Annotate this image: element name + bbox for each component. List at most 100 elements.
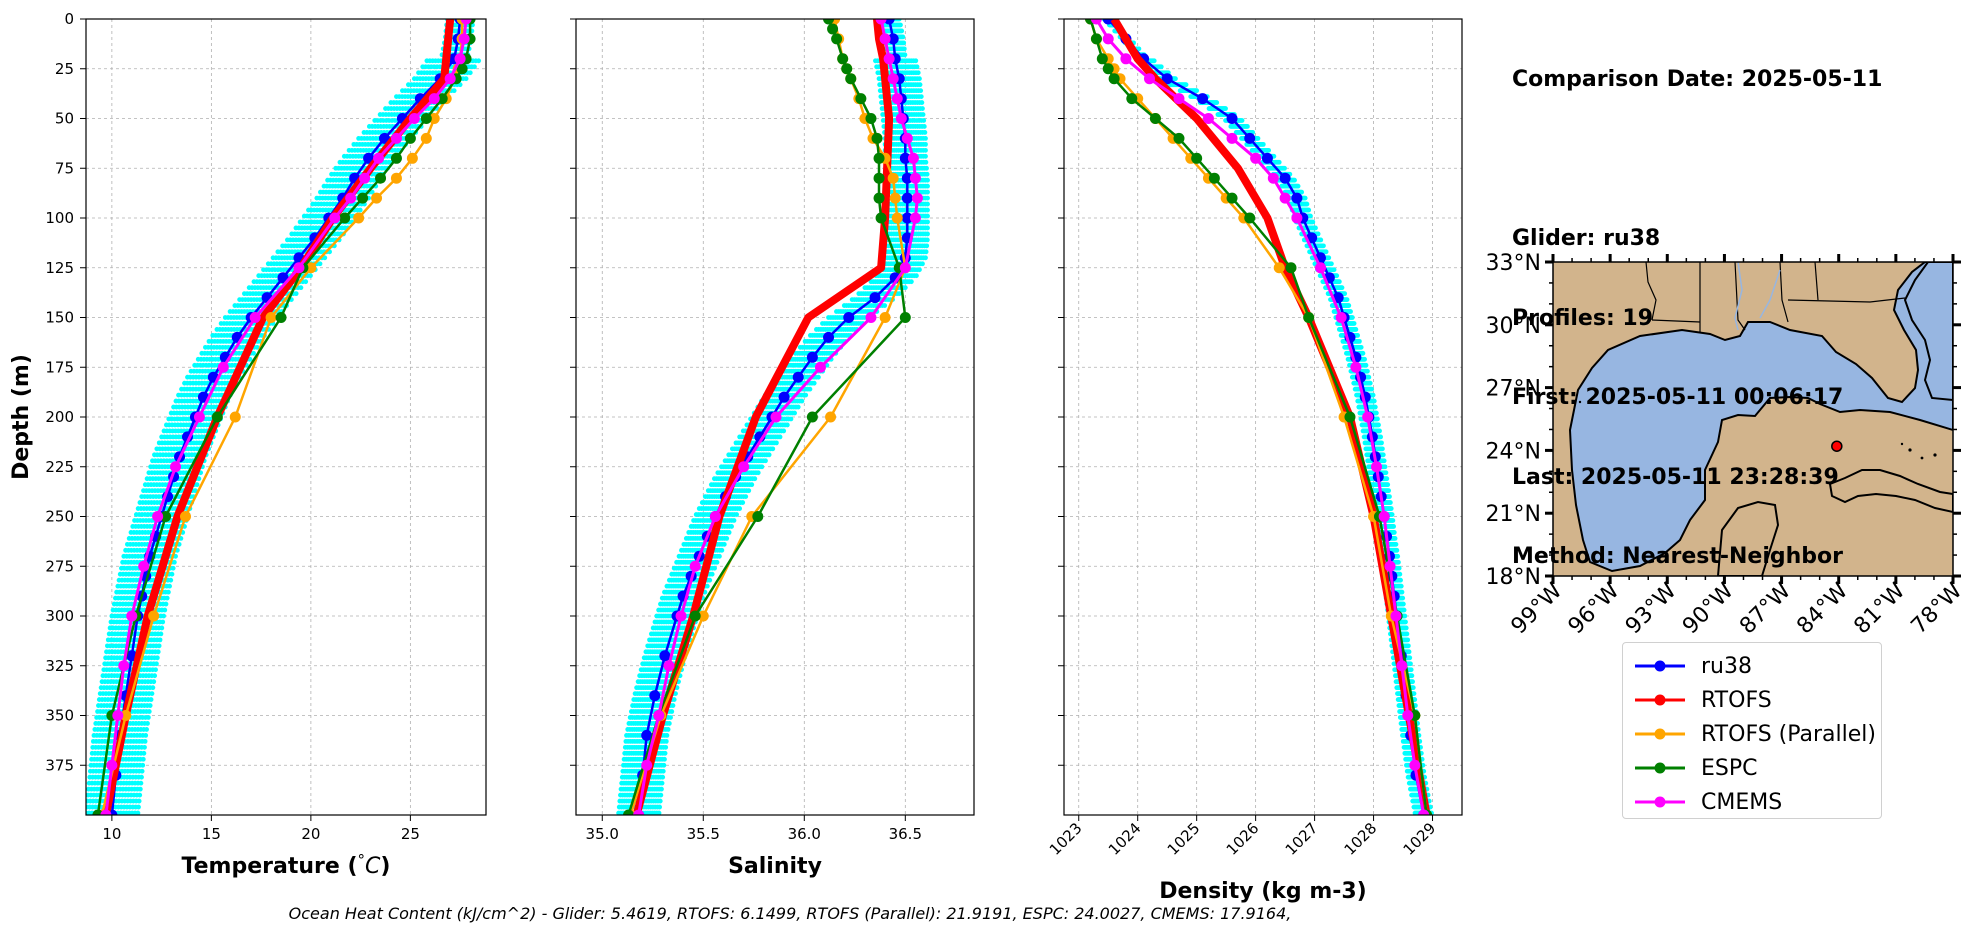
- glider-point: [917, 76, 922, 82]
- glider-point: [714, 559, 720, 565]
- glider-point: [724, 535, 730, 541]
- glider-point: [923, 249, 929, 255]
- glider-point: [922, 130, 928, 135]
- glider-point: [666, 721, 672, 726]
- glider-point: [719, 547, 725, 553]
- series-point: [460, 19, 472, 25]
- series-espc: [92, 19, 476, 815]
- y-tick-label: 175: [45, 358, 74, 376]
- glider-point: [293, 291, 299, 297]
- glider-point: [917, 267, 922, 273]
- series-point: [404, 132, 416, 144]
- glider-point: [709, 571, 715, 577]
- glider-point: [704, 583, 710, 589]
- glider-point: [457, 82, 463, 88]
- series-point: [390, 152, 402, 164]
- x-tick-label: 25: [401, 825, 420, 843]
- x-tick-label: 15: [202, 825, 221, 843]
- glider-point: [918, 88, 924, 94]
- glider-point: [923, 141, 928, 147]
- y-tick-label: 0: [64, 10, 74, 28]
- glider-point: [160, 619, 166, 625]
- glider-point: [924, 165, 929, 171]
- glider-point: [196, 476, 202, 482]
- glider-point: [142, 744, 147, 750]
- series-point: [152, 511, 164, 522]
- glider-point: [298, 285, 304, 291]
- glider-point: [161, 613, 167, 619]
- series-point: [444, 73, 456, 85]
- glider-point: [816, 374, 821, 380]
- glider-point: [717, 553, 722, 559]
- glider-point: [303, 279, 309, 285]
- glider-point: [924, 171, 930, 177]
- glider-point: [138, 780, 144, 786]
- glider-point: [743, 494, 749, 499]
- glider-point: [902, 285, 908, 291]
- series-point: [390, 172, 402, 184]
- series-point: [112, 710, 124, 721]
- glider-point: [168, 577, 174, 583]
- glider-point: [167, 583, 172, 589]
- glider-point: [194, 482, 200, 488]
- glider-point: [755, 470, 761, 476]
- series-point: [275, 312, 287, 323]
- series-point: [193, 411, 205, 423]
- y-axis-label: Depth (m): [9, 354, 34, 480]
- glider-point: [781, 428, 787, 434]
- glider-point: [923, 153, 928, 159]
- series-point: [211, 411, 223, 423]
- glider-point: [476, 58, 482, 64]
- glider-point: [137, 786, 143, 792]
- glider-point: [147, 703, 153, 708]
- glider-point: [925, 225, 930, 231]
- glider-point: [914, 273, 919, 279]
- glider-point: [925, 183, 930, 189]
- glider-point: [148, 697, 154, 702]
- glider-point: [763, 458, 768, 464]
- glider-point: [924, 243, 930, 249]
- glider-point: [917, 82, 923, 88]
- glider-point: [665, 727, 671, 732]
- glider-point: [149, 691, 155, 697]
- glider-point: [740, 500, 746, 505]
- y-tick-label: 50: [55, 110, 74, 128]
- series-point: [249, 312, 261, 323]
- glider-point: [752, 476, 758, 482]
- glider-point: [155, 649, 161, 655]
- glider-point: [671, 697, 677, 702]
- x-axis-label: Temperature (°C): [182, 851, 391, 879]
- series-point: [428, 113, 440, 124]
- series-point: [148, 610, 160, 622]
- glider-point: [759, 464, 765, 470]
- glider-point: [140, 756, 146, 762]
- glider-point: [811, 380, 817, 386]
- y-tick-label: 150: [45, 309, 74, 327]
- series-point: [120, 710, 132, 721]
- glider-point: [472, 64, 477, 70]
- glider-point: [670, 703, 676, 708]
- series-point: [106, 759, 118, 771]
- series-point: [345, 192, 357, 204]
- series-point: [170, 461, 182, 473]
- glider-point: [792, 410, 797, 416]
- series-point: [458, 33, 470, 45]
- series-point: [329, 212, 341, 224]
- series-point: [456, 63, 468, 75]
- series-point: [428, 93, 440, 105]
- glider-point: [898, 22, 903, 28]
- glider-point: [925, 189, 930, 195]
- glider-point: [322, 255, 328, 261]
- series-point: [420, 113, 432, 124]
- series-point: [160, 511, 172, 522]
- glider-point: [669, 709, 675, 714]
- glider-point: [159, 625, 165, 631]
- series-point: [126, 610, 138, 622]
- glider-point: [807, 386, 813, 392]
- glider-point: [171, 559, 177, 565]
- glider-point: [467, 70, 473, 76]
- glider-point: [784, 422, 790, 428]
- glider-point: [165, 589, 171, 595]
- glider-point: [144, 727, 149, 732]
